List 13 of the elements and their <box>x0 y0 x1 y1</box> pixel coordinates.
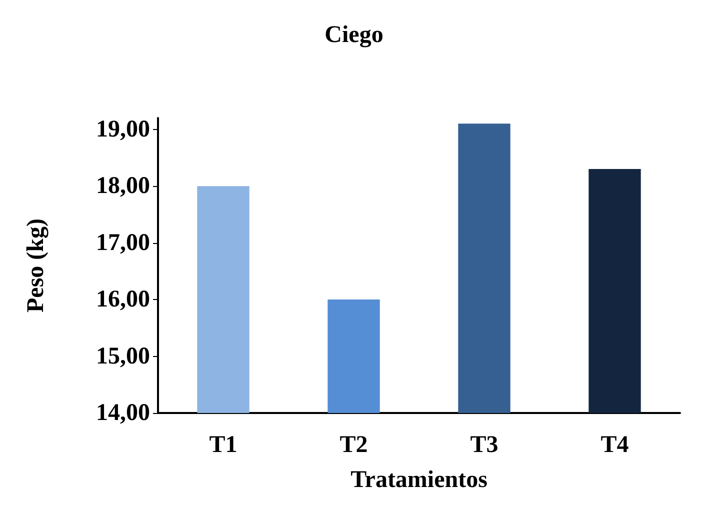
x-tick-label: T4 <box>600 432 629 458</box>
y-tick-label: 17,00 <box>96 230 150 256</box>
y-tick-label: 15,00 <box>96 343 150 370</box>
x-tick-label: T2 <box>340 432 368 458</box>
y-tick-label: 16,00 <box>96 286 150 313</box>
y-tick-label: 14,00 <box>96 400 150 426</box>
x-tick-label: T3 <box>470 432 498 458</box>
x-tick-label: T1 <box>209 432 238 458</box>
chart-title: Ciego <box>324 22 384 48</box>
y-axis-title: Peso (kg) <box>23 218 49 312</box>
x-axis-title: Tratamientos <box>350 467 488 493</box>
y-tick-label: 18,00 <box>96 173 150 200</box>
y-tick-label: 19,00 <box>96 116 150 142</box>
